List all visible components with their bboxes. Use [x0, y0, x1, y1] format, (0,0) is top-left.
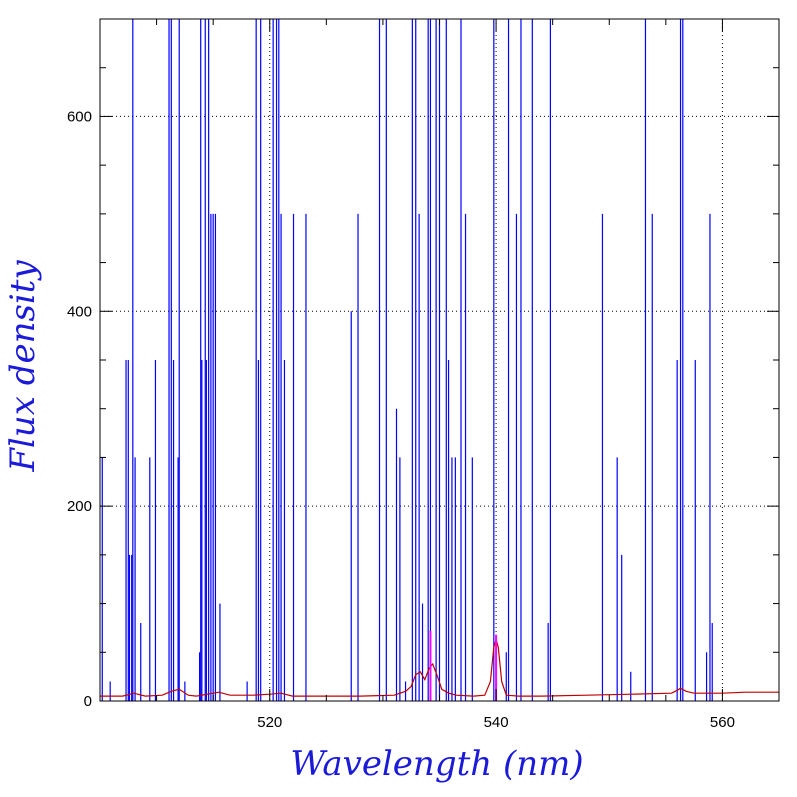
y-axis-title: Flux density: [3, 260, 43, 473]
reference-lines: [101, 19, 713, 701]
x-tick-label: 560: [710, 714, 735, 731]
y-tick-label: 600: [67, 108, 92, 125]
y-tick-label: 0: [84, 693, 92, 710]
x-tick-label: 540: [484, 714, 509, 731]
x-axis-title: Wavelength (nm): [290, 744, 583, 784]
x-tick-label: 520: [257, 714, 282, 731]
grid-lines: [100, 19, 779, 701]
tick-labels: 520 540 560 0 200 400 600: [67, 108, 735, 731]
y-tick-label: 400: [67, 303, 92, 320]
y-tick-label: 200: [67, 498, 92, 515]
axis-ticks: [100, 19, 779, 702]
